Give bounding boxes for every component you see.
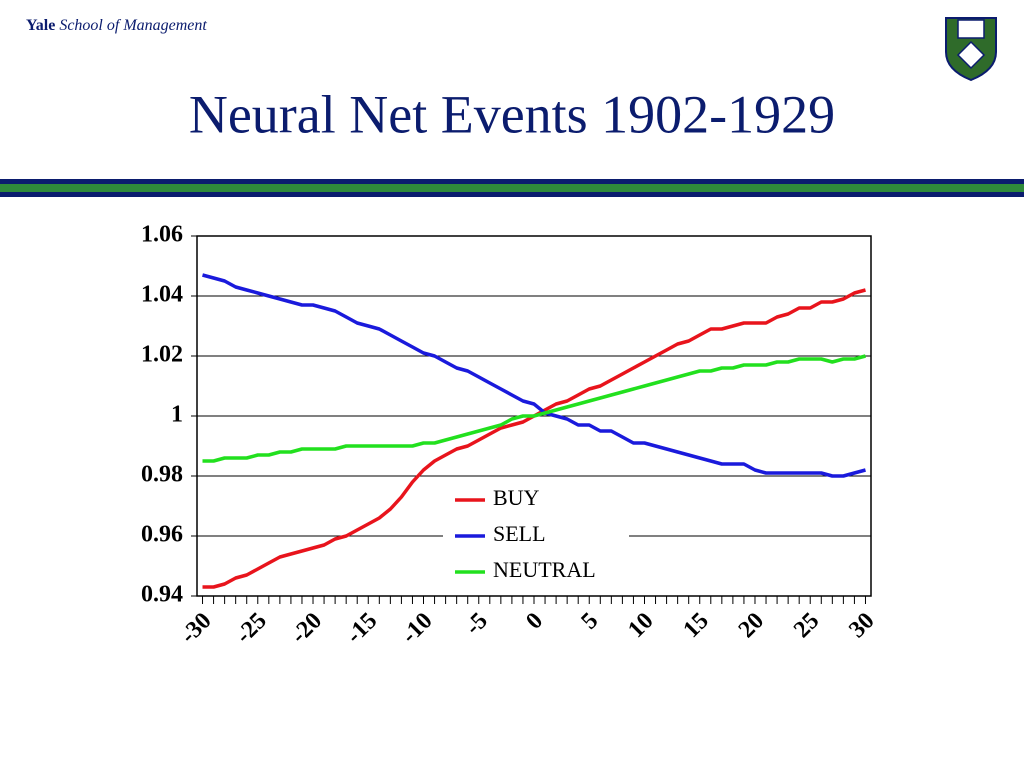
x-tick-label: -20 [286, 608, 327, 649]
x-tick-label: -10 [397, 608, 438, 649]
y-tick-label: 0.96 [141, 522, 183, 548]
series-line [202, 273, 866, 478]
y-tick-label: 1.02 [141, 342, 183, 368]
x-tick-label: 30 [844, 608, 879, 643]
school-name: School of Management [59, 17, 207, 34]
header-band [0, 179, 1024, 197]
y-tick-label: 1.06 [141, 222, 183, 248]
x-tick-label: -15 [341, 608, 382, 649]
y-tick-label: 0.94 [141, 582, 183, 608]
x-tick-label: -5 [460, 608, 493, 641]
brand-name: Yale [26, 17, 55, 34]
series-line [202, 354, 866, 463]
legend-label: BUY [493, 485, 540, 510]
y-tick-label: 0.98 [141, 462, 183, 488]
legend-label: NEUTRAL [493, 557, 596, 582]
x-tick-label: -30 [176, 608, 217, 649]
x-tick-label: 0 [521, 608, 548, 635]
x-tick-label: 20 [734, 608, 769, 643]
x-tick-label: 15 [679, 608, 714, 643]
x-tick-label: -25 [231, 608, 272, 649]
x-tick-label: 5 [577, 608, 604, 635]
chart-title: Neural Net Events 1902-1929 [189, 84, 835, 144]
brand: Yale School of Management [26, 17, 207, 34]
y-tick-label: 1 [171, 402, 183, 428]
legend-label: SELL [493, 521, 546, 546]
y-tick-label: 1.04 [141, 282, 183, 308]
x-tick-label: 10 [623, 608, 658, 643]
plot-border [196, 235, 872, 597]
x-tick-label: 25 [789, 608, 824, 643]
shield-logo [945, 17, 997, 82]
